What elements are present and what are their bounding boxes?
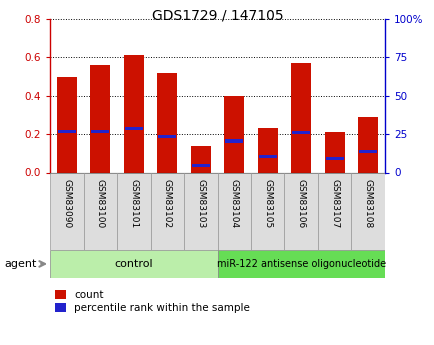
Bar — [150, 172, 184, 250]
Bar — [324, 132, 344, 172]
Bar — [190, 146, 210, 172]
Bar — [257, 128, 277, 172]
Bar — [250, 172, 284, 250]
Bar — [317, 172, 351, 250]
Bar — [117, 172, 150, 250]
Bar — [123, 56, 144, 172]
Bar — [91, 129, 109, 132]
Bar — [125, 127, 142, 130]
Bar — [217, 250, 384, 278]
Bar — [56, 77, 77, 172]
Bar — [50, 250, 217, 278]
Text: GSM83102: GSM83102 — [162, 179, 171, 228]
Text: GSM83090: GSM83090 — [62, 179, 71, 228]
Text: agent: agent — [4, 259, 36, 269]
Legend: count, percentile rank within the sample: count, percentile rank within the sample — [55, 290, 249, 313]
Text: GSM83100: GSM83100 — [95, 179, 105, 228]
Bar — [224, 96, 244, 172]
Text: control: control — [114, 259, 153, 269]
Bar — [290, 63, 311, 172]
Bar — [158, 135, 176, 138]
Text: GSM83108: GSM83108 — [363, 179, 372, 228]
Bar — [357, 117, 378, 172]
Text: GSM83101: GSM83101 — [129, 179, 138, 228]
Text: GDS1729 / 147105: GDS1729 / 147105 — [151, 9, 283, 23]
Bar — [191, 164, 209, 167]
Bar — [325, 157, 343, 160]
Text: GSM83106: GSM83106 — [296, 179, 305, 228]
Bar — [157, 73, 177, 172]
Bar — [83, 172, 117, 250]
Text: GSM83103: GSM83103 — [196, 179, 205, 228]
Text: GSM83107: GSM83107 — [329, 179, 339, 228]
Bar — [225, 139, 243, 142]
Text: miR-122 antisense oligonucleotide: miR-122 antisense oligonucleotide — [216, 259, 385, 269]
Bar — [258, 155, 276, 158]
Bar — [351, 172, 384, 250]
Bar — [358, 150, 376, 153]
Text: GSM83104: GSM83104 — [229, 179, 238, 228]
Bar — [184, 172, 217, 250]
Text: GSM83105: GSM83105 — [263, 179, 272, 228]
Bar — [58, 129, 76, 132]
Bar — [284, 172, 317, 250]
Bar — [292, 131, 309, 134]
Bar — [90, 65, 110, 172]
Bar — [50, 172, 83, 250]
Bar — [217, 172, 250, 250]
